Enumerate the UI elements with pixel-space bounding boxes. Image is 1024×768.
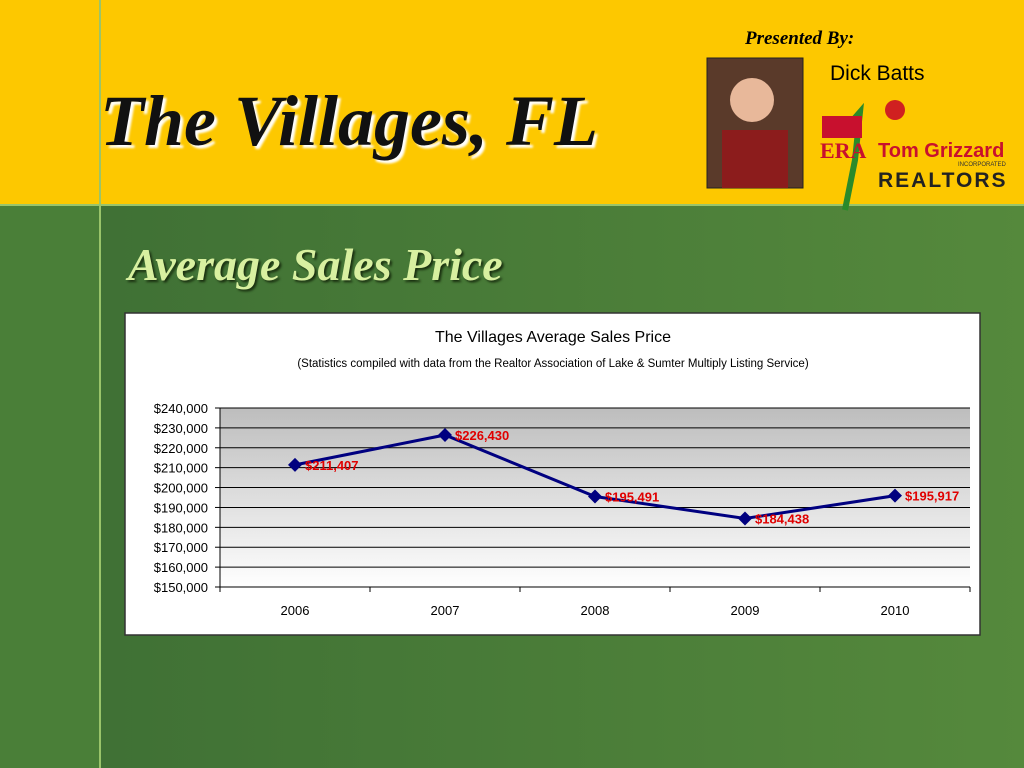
- value-label: $195,917: [905, 489, 959, 504]
- marker: [888, 488, 902, 503]
- marker: [588, 489, 602, 504]
- era: ERA: [820, 138, 867, 163]
- company: Tom Grizzard: [878, 140, 1004, 162]
- realtors: REALTORS: [878, 169, 1008, 192]
- y-tick-label: $230,000: [154, 421, 208, 436]
- x-tick-label: 2006: [281, 603, 310, 618]
- value-label: $226,430: [455, 428, 509, 443]
- x-tick-label: 2009: [731, 603, 760, 618]
- photo-jacket: [722, 130, 788, 188]
- value-label: $195,491: [605, 490, 659, 505]
- presenter: Dick Batts: [830, 62, 925, 85]
- chart-title: The Villages Average Sales Price: [435, 329, 671, 346]
- slide-title: Average Sales Price: [125, 239, 503, 290]
- y-tick-label: $240,000: [154, 401, 208, 416]
- photo-face: [730, 78, 774, 122]
- main-title: The Villages, FL: [100, 81, 598, 161]
- y-tick-label: $160,000: [154, 560, 208, 575]
- y-tick-label: $190,000: [154, 500, 208, 515]
- x-tick-label: 2008: [581, 603, 610, 618]
- presented-by: Presented By:: [744, 28, 854, 49]
- y-tick-label: $220,000: [154, 441, 208, 456]
- marker: [288, 457, 302, 472]
- y-tick-label: $170,000: [154, 540, 208, 555]
- y-tick-label: $180,000: [154, 520, 208, 535]
- value-label: $211,407: [305, 458, 359, 473]
- marker: [738, 511, 752, 526]
- x-tick-label: 2007: [431, 603, 460, 618]
- parrot-head: [885, 100, 905, 120]
- y-tick-label: $150,000: [154, 580, 208, 595]
- value-label: $184,438: [755, 512, 809, 527]
- incorporated: INCORPORATED: [958, 162, 1007, 168]
- marker: [438, 427, 452, 442]
- x-tick-label: 2010: [881, 603, 910, 618]
- y-tick-label: $210,000: [154, 461, 208, 476]
- era-house: [822, 116, 862, 138]
- chart-subtitle: (Statistics compiled with data from the …: [297, 358, 808, 370]
- y-tick-label: $200,000: [154, 481, 208, 496]
- left-strip: [0, 205, 100, 768]
